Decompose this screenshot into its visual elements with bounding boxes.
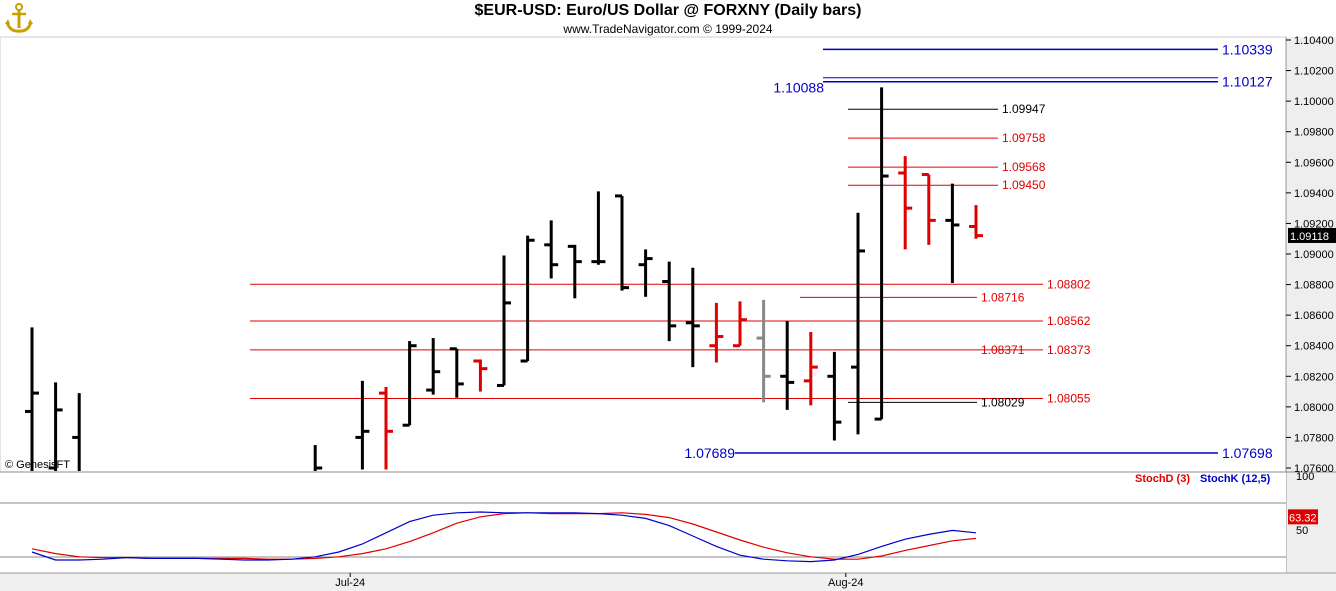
level-label: 1.08716 — [981, 290, 1025, 304]
ohlc-bar[interactable] — [733, 301, 747, 348]
y-tick-label: 1.08800 — [1294, 280, 1334, 292]
ohlc-bar[interactable] — [874, 87, 889, 421]
stoch-tick-label: 100 — [1296, 471, 1314, 483]
ohlc-bar[interactable] — [662, 261, 677, 342]
chart-title: $EUR-USD: Euro/US Dollar @ FORXNY (Daily… — [474, 2, 862, 19]
ohlc-bar[interactable] — [851, 212, 865, 435]
x-tick-label: Aug-24 — [828, 577, 863, 589]
ohlc-bar[interactable] — [497, 255, 511, 387]
y-tick-label: 1.08400 — [1294, 341, 1334, 353]
level-label: 1.10127 — [1222, 74, 1273, 90]
y-tick-label: 1.09200 — [1294, 218, 1334, 230]
ohlc-bar[interactable] — [756, 299, 771, 403]
ohlc-bar[interactable] — [780, 321, 795, 410]
y-tick-label: 1.08600 — [1294, 310, 1334, 322]
level-label: 1.08373 — [1047, 343, 1091, 357]
anchor-logo-icon — [4, 2, 34, 34]
level-label: 1.10339 — [1222, 41, 1273, 57]
ohlc-bar[interactable] — [591, 191, 606, 265]
ohlc-bar[interactable] — [638, 249, 653, 297]
y-tick-label: 1.09400 — [1294, 188, 1334, 200]
stoch-line — [31, 511, 977, 563]
ohlc-bar[interactable] — [803, 331, 818, 406]
ohlc-bar[interactable] — [473, 359, 488, 392]
legend-stochk: StochK (12,5) — [1200, 473, 1271, 485]
x-tick-label: Jul-24 — [335, 577, 365, 589]
ohlc-bar[interactable] — [520, 235, 535, 363]
ohlc-bar[interactable] — [544, 220, 559, 279]
y-tick-label: 1.09800 — [1294, 127, 1334, 139]
ohlc-bar[interactable] — [898, 156, 913, 250]
ohlc-bar[interactable] — [426, 338, 441, 395]
stoch-last-label: 63.32 — [1289, 512, 1317, 524]
ohlc-bar[interactable] — [945, 183, 960, 284]
ohlc-bar[interactable] — [685, 267, 700, 368]
level-label: 1.09568 — [1002, 160, 1046, 174]
y-tick-label: 1.08000 — [1294, 402, 1334, 414]
ohlc-bar[interactable] — [48, 382, 63, 471]
stoch-last-box — [1288, 509, 1318, 525]
ohlc-bar[interactable] — [72, 393, 81, 471]
level-label: 1.09450 — [1002, 178, 1046, 192]
legend-stochd: StochD (3) — [1135, 473, 1190, 485]
level-label: 1.10088 — [773, 80, 824, 96]
ohlc-bar[interactable] — [709, 302, 724, 363]
y-tick-label: 1.10200 — [1294, 66, 1334, 78]
last-price-box — [1288, 227, 1336, 243]
y-tick-label: 1.07600 — [1294, 463, 1334, 475]
stoch-tick-label: 50 — [1296, 525, 1308, 537]
level-label: 1.08029 — [981, 395, 1025, 409]
ohlc-bar[interactable] — [567, 244, 582, 299]
ohlc-bar[interactable] — [313, 445, 323, 471]
y-tick-label: 1.09600 — [1294, 157, 1334, 169]
y-tick-label: 1.10000 — [1294, 96, 1334, 108]
y-tick-label: 1.07800 — [1294, 432, 1334, 444]
ohlc-bar[interactable] — [615, 194, 629, 291]
y-tick-label: 1.09000 — [1294, 249, 1334, 261]
chart-subtitle: www.TradeNavigator.com © 1999-2024 — [563, 22, 773, 36]
level-label: 1.08371 — [981, 343, 1025, 357]
ohlc-bar[interactable] — [379, 386, 393, 470]
ohlc-bar[interactable] — [402, 341, 417, 427]
level-label: 1.09947 — [1002, 102, 1046, 116]
y-tick-label: 1.08200 — [1294, 371, 1334, 383]
level-label: 1.07698 — [1222, 445, 1273, 461]
last-price-label: 1.09118 — [1290, 231, 1329, 243]
y-tick-label: 1.10400 — [1294, 35, 1334, 47]
ohlc-bar[interactable] — [355, 380, 370, 470]
watermark: © GenesisFT — [5, 459, 70, 471]
level-label: 1.08802 — [1047, 277, 1091, 291]
level-label: 1.08055 — [1047, 391, 1091, 405]
ohlc-bar[interactable] — [25, 327, 39, 471]
ohlc-bar[interactable] — [449, 347, 464, 398]
level-label: 1.08562 — [1047, 314, 1091, 328]
ohlc-bar[interactable] — [969, 205, 983, 239]
level-label: 1.09758 — [1002, 131, 1046, 145]
ohlc-bar[interactable] — [827, 351, 842, 441]
ohlc-bar[interactable] — [921, 173, 936, 245]
level-label: 1.07689 — [684, 445, 735, 461]
